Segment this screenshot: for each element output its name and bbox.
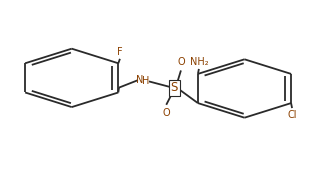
Text: O: O xyxy=(162,108,170,118)
Text: O: O xyxy=(177,57,185,67)
Text: Cl: Cl xyxy=(287,110,297,120)
Text: NH₂: NH₂ xyxy=(190,57,208,67)
Text: S: S xyxy=(171,81,178,94)
Text: F: F xyxy=(117,47,123,57)
Text: N: N xyxy=(136,75,143,85)
Text: H: H xyxy=(142,76,149,85)
